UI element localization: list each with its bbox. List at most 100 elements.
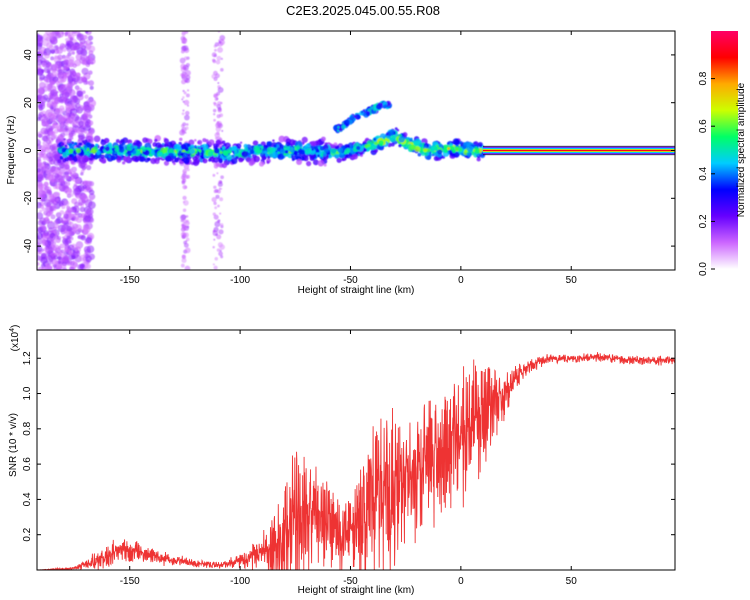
colorbar-tick-label: 0.2 bbox=[698, 214, 709, 228]
trace-blob bbox=[278, 135, 286, 143]
trace-blob bbox=[414, 145, 421, 152]
streak-blob bbox=[183, 200, 189, 206]
streak-blob bbox=[216, 55, 222, 61]
x-tick-label: -150 bbox=[120, 275, 140, 286]
noise-blob bbox=[78, 120, 85, 127]
noise-blob bbox=[41, 266, 48, 270]
snr-panel: -150 -100 -50 0 50 0.2 0.4 0.6 0.8 1.0 1.2 Height… bbox=[8, 325, 676, 596]
streak-blob bbox=[44, 82, 50, 88]
spectrogram-x-ticks: -150 -100 -50 0 50 bbox=[120, 31, 577, 286]
noise-blob bbox=[79, 206, 86, 213]
y-tick-label: 1.2 bbox=[22, 351, 33, 365]
streak-blob bbox=[64, 164, 71, 170]
streak-blob bbox=[54, 223, 60, 229]
trace-blob bbox=[122, 137, 129, 144]
streak-blob bbox=[185, 123, 189, 126]
streak-blob bbox=[70, 193, 74, 197]
noise-blob bbox=[71, 255, 76, 260]
noise-blob bbox=[75, 127, 81, 134]
trace-blob bbox=[240, 148, 244, 152]
trace-blob bbox=[142, 137, 148, 143]
noise-blob bbox=[79, 105, 85, 111]
spectrogram-marks bbox=[37, 31, 675, 270]
trace-blob bbox=[446, 141, 450, 145]
noise-blob bbox=[57, 260, 61, 265]
trace-blob bbox=[70, 160, 75, 165]
streak-blob bbox=[183, 163, 190, 170]
noise-blob bbox=[37, 238, 43, 245]
streak-blob bbox=[41, 207, 46, 212]
streak-blob bbox=[182, 96, 185, 99]
streak-blob bbox=[212, 59, 217, 64]
streak-blob bbox=[218, 229, 224, 235]
streak-blob bbox=[183, 99, 190, 106]
streak-blob bbox=[217, 204, 220, 208]
trace-blob bbox=[267, 155, 271, 159]
y-tick-label: 0 bbox=[23, 147, 34, 153]
trace-blob bbox=[96, 150, 101, 155]
trace-blob bbox=[346, 154, 351, 159]
streak-blob bbox=[185, 62, 190, 68]
trace-blob bbox=[175, 149, 179, 152]
trace-blob bbox=[389, 132, 392, 136]
trace-blob bbox=[118, 143, 124, 150]
trace-blob bbox=[90, 153, 94, 158]
streak-blob bbox=[181, 257, 187, 264]
spectrogram-blobs bbox=[37, 31, 486, 270]
streak-blob bbox=[47, 62, 52, 68]
trace-blob bbox=[273, 144, 277, 148]
streak-blob bbox=[52, 134, 58, 140]
streak-blob bbox=[215, 233, 218, 236]
streak-blob bbox=[63, 200, 70, 207]
streak-blob bbox=[52, 226, 55, 229]
streak-blob bbox=[215, 73, 220, 79]
trace-blob bbox=[174, 143, 181, 151]
streak-blob bbox=[182, 195, 187, 201]
streak-blob bbox=[45, 36, 51, 42]
streak-blob bbox=[52, 103, 58, 109]
trace-blob bbox=[426, 148, 431, 153]
streak-blob bbox=[181, 214, 187, 220]
noise-blob bbox=[53, 123, 60, 129]
noise-blob bbox=[51, 201, 55, 205]
trace-blob bbox=[301, 136, 308, 143]
trace-blob bbox=[284, 149, 289, 154]
trace-blob bbox=[154, 138, 158, 143]
streak-blob bbox=[55, 80, 60, 86]
streak-blob bbox=[213, 53, 217, 58]
streak-blob bbox=[217, 46, 224, 53]
streak-blob bbox=[183, 56, 188, 61]
streak-blob bbox=[217, 81, 220, 85]
streak-blob bbox=[48, 191, 53, 195]
noise-blob bbox=[37, 58, 40, 63]
noise-blob bbox=[50, 125, 55, 130]
snr-frame bbox=[36, 329, 676, 571]
noise-blob bbox=[86, 245, 95, 254]
noise-blob bbox=[74, 210, 80, 216]
streak-blob bbox=[183, 233, 187, 237]
noise-blob bbox=[37, 167, 41, 173]
trace-blob bbox=[82, 136, 86, 139]
streak-blob bbox=[64, 242, 69, 247]
streak-blob bbox=[186, 168, 190, 172]
trace-blob bbox=[410, 137, 413, 141]
trace-blob bbox=[100, 157, 107, 164]
streak-blob bbox=[68, 130, 72, 134]
trace-blob bbox=[150, 157, 157, 165]
trace-blob bbox=[341, 158, 345, 162]
noise-blob bbox=[38, 176, 43, 181]
trace-blob bbox=[208, 158, 212, 162]
noise-blob bbox=[88, 253, 95, 260]
streak-blob bbox=[68, 240, 72, 244]
noise-blob bbox=[74, 201, 80, 208]
streak-blob bbox=[214, 206, 218, 210]
streak-blob bbox=[186, 219, 189, 223]
trace-blob bbox=[118, 151, 121, 155]
trace-blob bbox=[88, 138, 91, 142]
trace-blob bbox=[266, 141, 272, 147]
trace-blob bbox=[143, 149, 150, 156]
streak-blob bbox=[46, 244, 49, 248]
trace-blob bbox=[371, 144, 377, 150]
streak-blob bbox=[55, 152, 58, 155]
trace-blob bbox=[95, 143, 99, 147]
